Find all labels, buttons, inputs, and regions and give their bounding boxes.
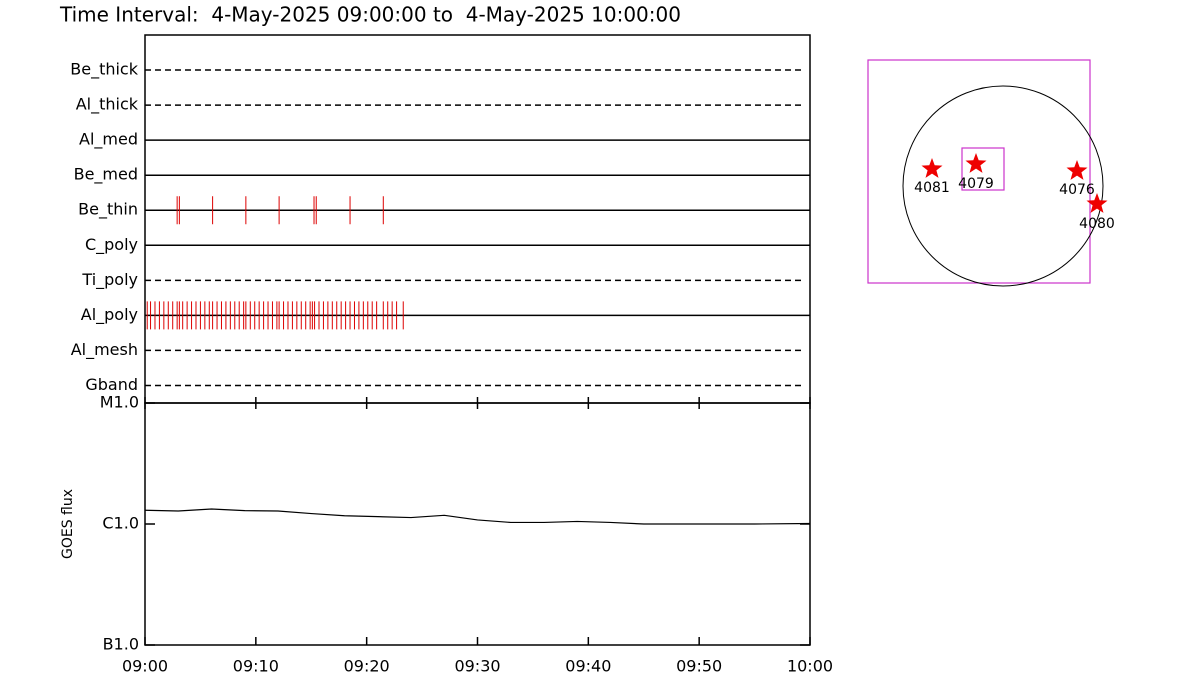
region-star	[1086, 193, 1108, 213]
x-tick-label: 09:10	[233, 657, 279, 676]
filter-label: Be_thick	[70, 60, 138, 80]
filter-label: Al_poly	[81, 305, 138, 325]
filter-label: Gband	[85, 375, 138, 394]
x-tick-label: 10:00	[787, 657, 833, 676]
filter-label: Al_thick	[76, 95, 139, 115]
region-star	[1066, 160, 1088, 180]
sun-map: 4081 4079 4076 4080	[867, 59, 1115, 287]
field-of-view	[867, 59, 1091, 284]
x-tick-label: 09:40	[565, 657, 611, 676]
chart-title: Time Interval: 4-May-2025 09:00:00 to 4-…	[59, 3, 681, 27]
x-tick-label: 09:30	[454, 657, 500, 676]
region-star	[965, 153, 987, 173]
goes-line	[144, 508, 811, 525]
target-box	[961, 147, 1005, 191]
filter-label: Al_med	[79, 130, 138, 150]
filter-panel	[144, 34, 811, 404]
x-tick-label: 09:20	[344, 657, 390, 676]
solar-disk	[902, 85, 1104, 287]
region-label: 4080	[1079, 216, 1115, 232]
filter-label: C_poly	[85, 235, 138, 255]
filter-label: Al_mesh	[71, 340, 138, 360]
filter-label: Be_med	[74, 165, 138, 185]
region-label: 4081	[914, 180, 950, 196]
y-tick-label: B1.0	[103, 635, 139, 654]
filter-label: Be_thin	[78, 200, 138, 220]
y-tick-label: C1.0	[102, 514, 139, 533]
region-star	[921, 158, 943, 178]
region-label: 4079	[958, 176, 994, 192]
x-tick-label: 09:00	[122, 657, 168, 676]
x-tick-label: 09:50	[676, 657, 722, 676]
filter-label: Ti_poly	[81, 270, 138, 290]
y-tick-label: M1.0	[100, 393, 139, 412]
y-axis-label: GOES flux	[60, 489, 76, 559]
region-label: 4076	[1059, 182, 1095, 198]
